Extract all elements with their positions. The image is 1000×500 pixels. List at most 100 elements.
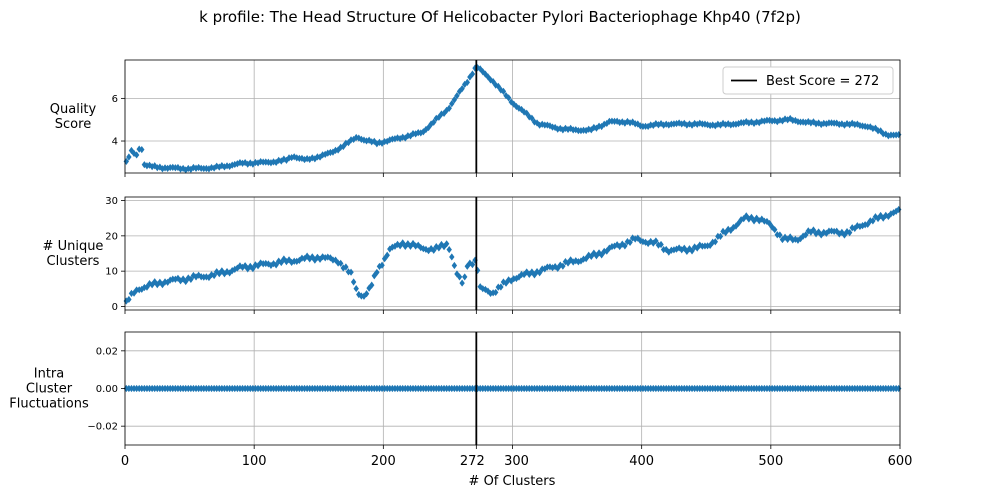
data-point	[725, 120, 731, 128]
data-point	[139, 145, 145, 154]
data-point	[648, 121, 654, 129]
data-point	[555, 125, 561, 133]
data-point	[379, 261, 385, 269]
data-point	[356, 290, 362, 299]
data-point	[451, 96, 458, 104]
x-tick-label: 100	[242, 454, 267, 469]
x-tick-label: 200	[371, 454, 396, 469]
data-point	[214, 268, 220, 276]
data-point	[655, 121, 662, 129]
x-axis-label: # Of Clusters	[469, 474, 556, 489]
data-point	[164, 278, 171, 286]
data-point	[586, 251, 592, 259]
data-point	[294, 257, 300, 265]
data-point	[208, 271, 215, 279]
y-axis-label: Cluster	[26, 382, 73, 397]
data-point	[627, 238, 633, 247]
data-point	[263, 259, 269, 268]
data-point	[469, 261, 476, 269]
data-point	[717, 232, 724, 240]
data-point	[190, 271, 197, 280]
data-point	[273, 261, 279, 269]
data-point	[539, 120, 545, 128]
data-point	[139, 285, 145, 293]
data-point	[126, 153, 132, 161]
y-axis-label: Quality	[50, 102, 97, 117]
data-point	[880, 130, 886, 138]
data-point	[624, 237, 631, 246]
data-point	[622, 242, 628, 250]
data-point	[203, 164, 210, 173]
data-point	[627, 119, 633, 127]
data-point	[756, 217, 762, 225]
data-point	[172, 164, 179, 172]
data-point	[374, 268, 380, 277]
y-axis-label: Score	[55, 117, 91, 132]
data-point	[779, 117, 786, 125]
data-point	[733, 120, 739, 128]
data-point	[245, 265, 251, 273]
data-point	[516, 273, 522, 281]
data-point	[371, 272, 377, 280]
data-point	[456, 273, 463, 281]
data-point	[531, 271, 538, 279]
series-points	[123, 205, 902, 305]
y-axis-label: Fluctuations	[9, 397, 89, 412]
data-point	[787, 114, 793, 123]
data-point	[250, 265, 256, 273]
data-point	[834, 119, 840, 127]
data-point	[777, 231, 783, 239]
x-tick-label: 0	[121, 454, 129, 469]
data-point	[431, 118, 437, 126]
data-point	[126, 295, 132, 304]
data-point	[531, 118, 538, 126]
data-point	[157, 278, 163, 286]
data-point	[211, 271, 217, 280]
data-point	[896, 205, 902, 214]
data-point	[857, 121, 863, 130]
data-point	[872, 124, 879, 132]
data-point	[671, 120, 677, 128]
data-point	[697, 119, 703, 127]
data-point	[818, 120, 824, 129]
legend-box	[722, 66, 894, 95]
data-point	[748, 118, 755, 126]
data-point	[348, 268, 354, 276]
data-point	[573, 257, 579, 265]
data-point	[226, 269, 233, 277]
data-point	[632, 235, 638, 243]
data-point	[663, 120, 669, 128]
data-point	[366, 284, 372, 292]
data-point	[353, 284, 359, 293]
data-point	[803, 231, 809, 239]
y-tick-label: 10	[105, 267, 118, 278]
data-point	[810, 118, 817, 126]
data-point	[648, 237, 654, 246]
data-point	[849, 119, 855, 127]
data-point	[270, 260, 277, 268]
data-point	[617, 118, 623, 127]
data-point	[152, 278, 158, 286]
data-point	[242, 158, 248, 167]
y-tick-label: 0.02	[96, 346, 118, 357]
data-point	[570, 258, 576, 266]
data-point	[593, 124, 600, 132]
data-point	[350, 278, 357, 286]
data-point	[896, 131, 902, 139]
data-point	[188, 275, 194, 283]
data-point	[694, 120, 700, 128]
data-point	[446, 104, 452, 112]
data-point	[234, 264, 241, 272]
data-point	[586, 125, 592, 133]
data-point	[508, 277, 514, 285]
y-axis-label: Clusters	[47, 254, 100, 269]
data-point	[257, 259, 264, 267]
y-tick-label: 0.00	[96, 384, 118, 395]
data-point	[547, 122, 553, 130]
data-point	[469, 70, 476, 78]
series-points	[123, 384, 902, 393]
data-point	[195, 163, 202, 172]
legend: Best Score = 272	[722, 66, 894, 95]
data-point	[180, 164, 186, 173]
data-point	[896, 384, 902, 393]
